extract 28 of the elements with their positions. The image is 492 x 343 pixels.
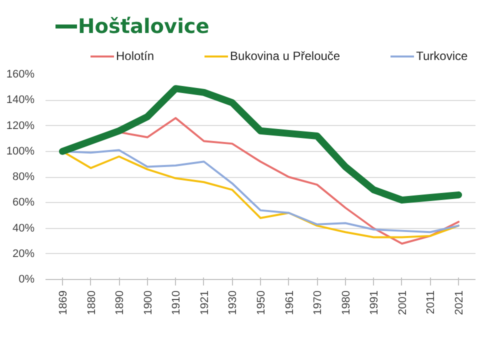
legend-label: Hošťalovice — [78, 14, 210, 38]
x-tick-label: 1900 — [142, 290, 154, 315]
x-tick-label: 1961 — [284, 290, 296, 315]
y-tick-label: 120% — [6, 120, 35, 132]
x-tick-label: 1930 — [227, 290, 240, 315]
x-tick-label: 1890 — [114, 290, 126, 315]
y-tick-label: 140% — [6, 94, 35, 106]
x-tick-label: 2001 — [396, 290, 409, 315]
x-tick-label: 1980 — [340, 290, 352, 315]
x-tick-label: 1921 — [198, 290, 211, 315]
x-tick-label: 1880 — [86, 290, 98, 315]
legend-label: Turkovice — [416, 49, 468, 63]
x-tick-label: 1910 — [170, 290, 183, 315]
legend-label: Holotín — [116, 49, 154, 63]
y-tick-label: 60% — [12, 196, 35, 209]
y-tick-label: 40% — [12, 222, 35, 234]
legend-label: Bukovina u Přelouče — [230, 49, 340, 63]
x-tick-label: 1970 — [312, 290, 324, 315]
y-tick-label: 0% — [18, 274, 35, 286]
y-tick-label: 160% — [6, 68, 35, 80]
x-tick-label: 1869 — [57, 290, 70, 315]
y-tick-label: 100% — [6, 145, 35, 158]
y-tick-label: 20% — [12, 248, 35, 260]
y-tick-label: 80% — [12, 171, 35, 183]
x-tick-label: 2021 — [454, 290, 466, 315]
x-tick-label: 1991 — [368, 290, 381, 315]
x-tick-label: 1950 — [256, 290, 268, 315]
x-tick-label: 2011 — [425, 290, 438, 314]
